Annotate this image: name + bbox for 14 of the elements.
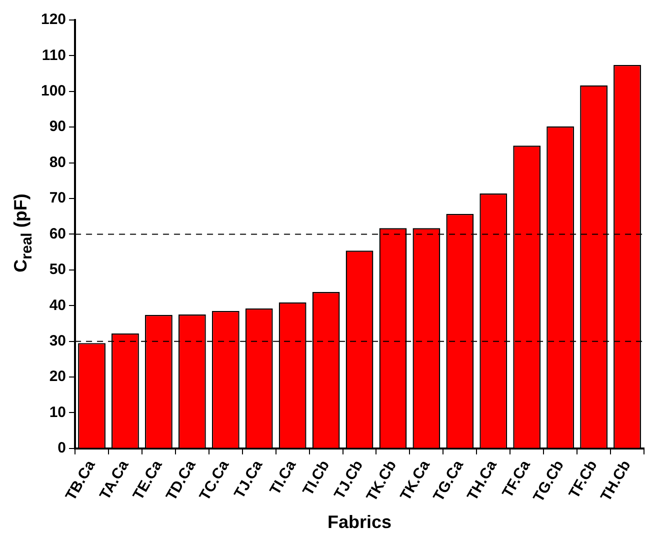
y-tick-label: 0 — [58, 440, 66, 457]
y-tick-label: 100 — [40, 82, 66, 100]
y-tick-label: 50 — [49, 261, 66, 278]
y-tick-label: 110 — [42, 46, 66, 64]
y-tick-label: 60 — [49, 225, 66, 242]
y-tick-label: 20 — [49, 368, 66, 386]
y-tick-label: 120 — [40, 11, 66, 28]
y-tick-label: 90 — [49, 118, 66, 136]
y-tick-label: 10 — [49, 404, 66, 421]
y-tick-label: 30 — [49, 332, 66, 350]
y-tick-label: 40 — [49, 296, 66, 314]
y-tick-label: 80 — [49, 154, 66, 171]
y-tick-label: 70 — [49, 190, 66, 207]
x-axis-title: Fabrics — [328, 512, 392, 532]
